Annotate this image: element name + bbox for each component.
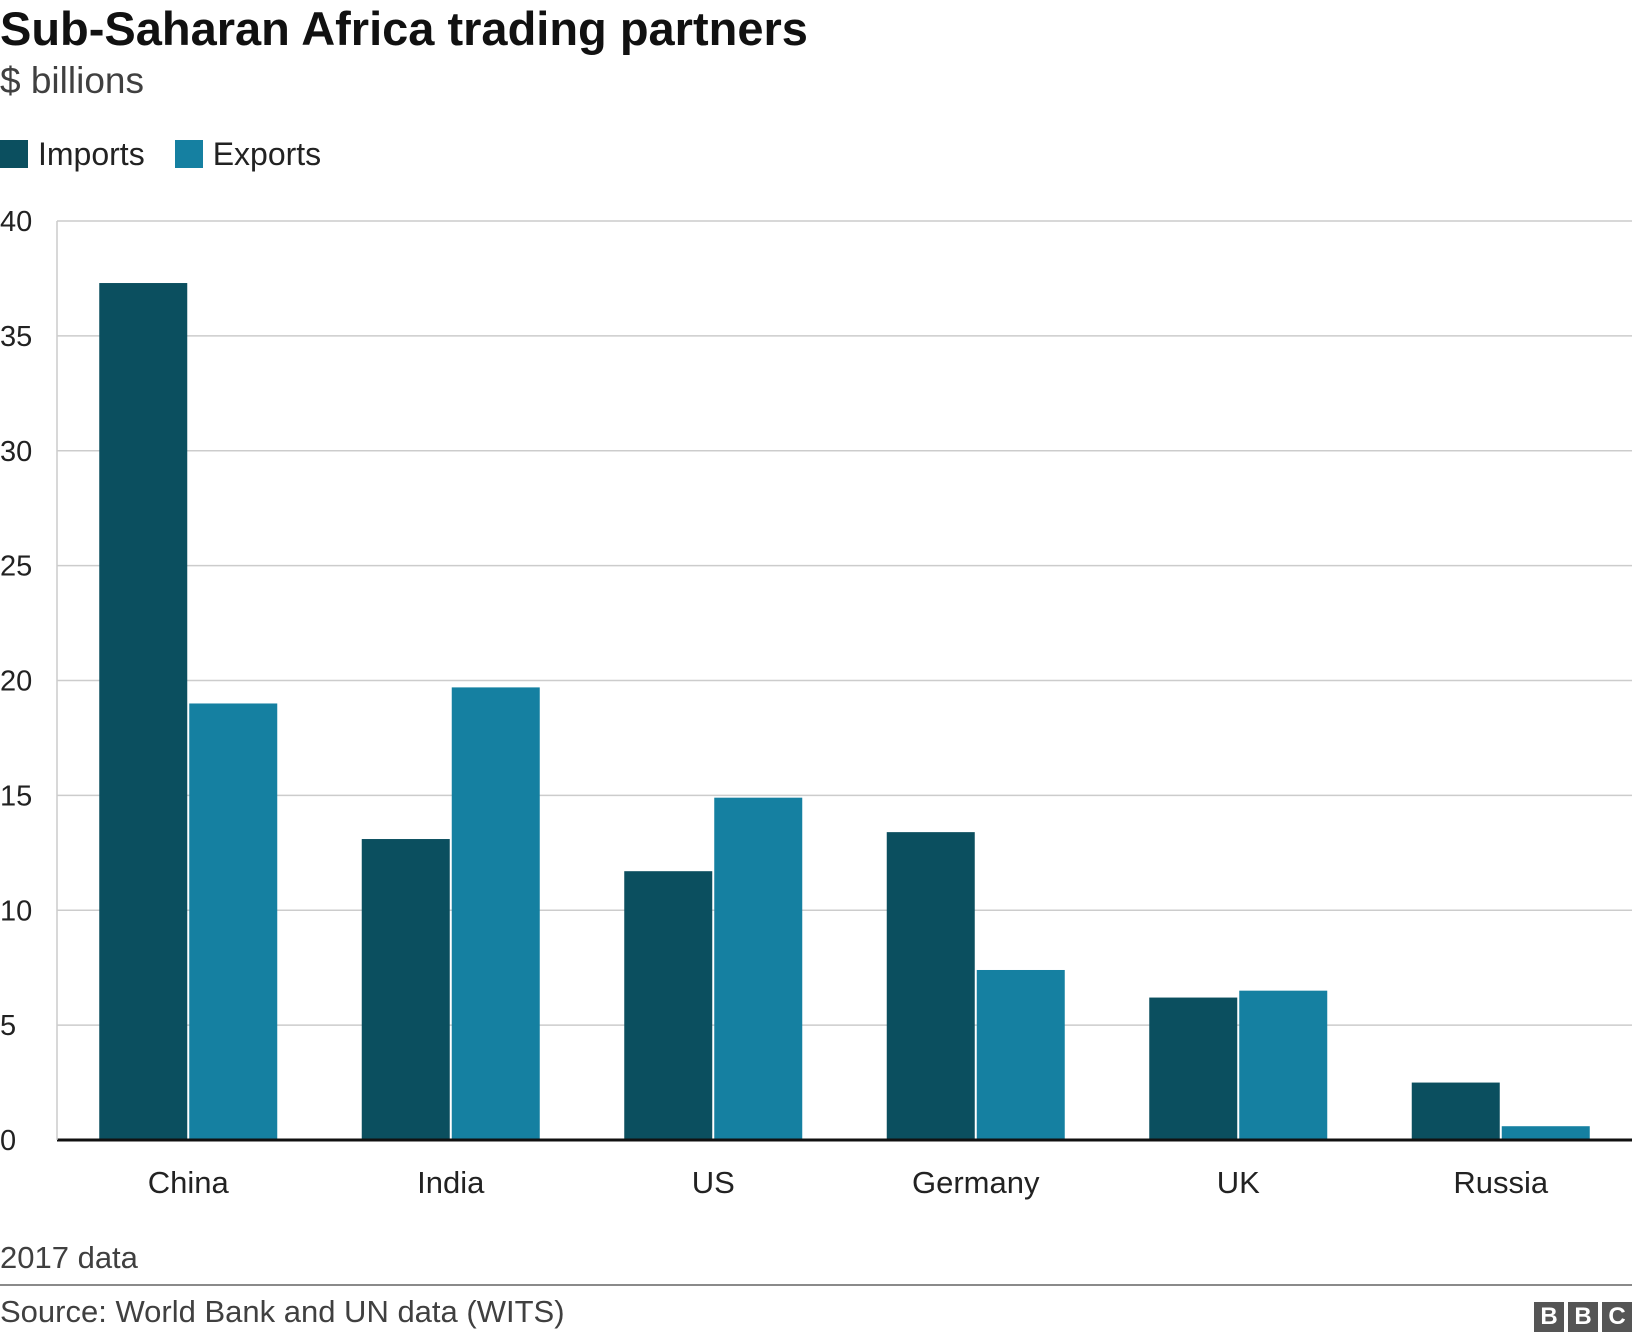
y-tick-label: 30 [0,436,32,468]
y-tick-label: 15 [0,780,32,812]
legend-swatch-exports [174,140,203,168]
source-text: Source: World Bank and UN data (WITS) [0,1294,565,1329]
y-tick-label: 25 [0,551,32,583]
logo-letter: B [1568,1302,1598,1332]
bbc-logo: B B C [1530,1302,1632,1332]
x-tick-label: China [148,1165,230,1200]
x-tick-label: Russia [1453,1165,1549,1200]
bar-exports-uk [1239,990,1328,1140]
bar-exports-russia [1501,1126,1590,1140]
x-tick-label: India [417,1165,485,1200]
chart-subtitle: $ billions [0,60,144,101]
x-tick-label: UK [1217,1165,1260,1200]
bar-imports-us [624,871,713,1140]
x-tick-label: Germany [912,1165,1040,1200]
logo-letter: B [1534,1302,1564,1332]
y-tick-label: 35 [0,321,32,353]
legend-item-exports: Exports [174,135,322,173]
bar-exports-us [714,797,803,1140]
bar-chart: 0 5 10 15 20 25 30 35 40 China India US Germany UK Rus… [0,206,1632,1200]
footer-divider [0,1284,1632,1286]
x-tick-label: US [692,1165,735,1200]
bar-imports-india [361,839,450,1140]
data-year-note: 2017 data [0,1240,138,1275]
logo-letter: C [1602,1302,1632,1332]
legend-label-exports: Exports [212,135,322,172]
bar-exports-germany [976,969,1065,1140]
legend: Imports Exports [0,130,351,178]
bar-exports-india [451,687,540,1140]
legend-label-imports: Imports [38,135,145,172]
bar-imports-germany [886,832,975,1140]
y-tick-label: 0 [0,1125,16,1157]
y-tick-label: 10 [0,895,32,927]
bar-imports-uk [1149,997,1238,1140]
bar-imports-russia [1411,1082,1500,1140]
y-tick-label: 5 [0,1010,16,1042]
legend-item-imports: Imports [0,136,145,173]
y-tick-label: 20 [0,666,32,698]
y-tick-label: 40 [0,206,32,238]
legend-swatch-imports [0,140,28,168]
bar-exports-china [189,703,278,1140]
chart-title: Sub-Saharan Africa trading partners [0,2,808,55]
bar-imports-china [99,283,188,1141]
